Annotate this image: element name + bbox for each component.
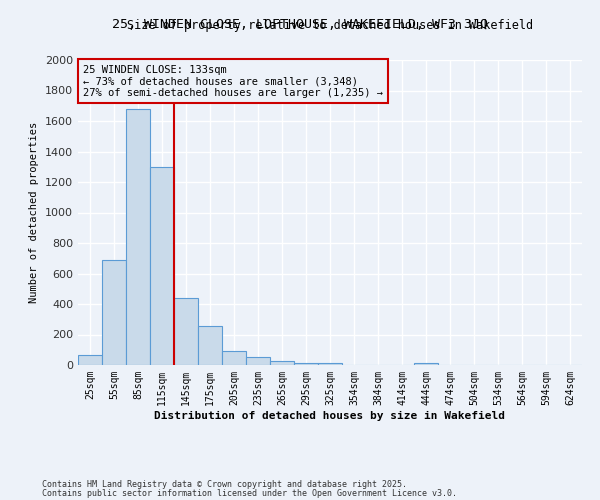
Bar — [414, 364, 438, 365]
Bar — [174, 298, 198, 365]
Text: Contains HM Land Registry data © Crown copyright and database right 2025.: Contains HM Land Registry data © Crown c… — [42, 480, 407, 489]
Bar — [246, 356, 270, 365]
Text: 25, WINDEN CLOSE, LOFTHOUSE, WAKEFIELD, WF3 3JQ: 25, WINDEN CLOSE, LOFTHOUSE, WAKEFIELD, … — [112, 18, 488, 30]
Text: Contains public sector information licensed under the Open Government Licence v3: Contains public sector information licen… — [42, 488, 457, 498]
Bar — [102, 260, 126, 365]
Bar — [126, 109, 150, 365]
Bar — [198, 326, 222, 365]
Bar — [270, 361, 294, 365]
Bar — [294, 362, 318, 365]
X-axis label: Distribution of detached houses by size in Wakefield: Distribution of detached houses by size … — [155, 410, 505, 420]
Bar — [150, 167, 174, 365]
Bar — [318, 362, 342, 365]
Title: Size of property relative to detached houses in Wakefield: Size of property relative to detached ho… — [127, 20, 533, 32]
Y-axis label: Number of detached properties: Number of detached properties — [29, 122, 40, 303]
Text: 25 WINDEN CLOSE: 133sqm
← 73% of detached houses are smaller (3,348)
27% of semi: 25 WINDEN CLOSE: 133sqm ← 73% of detache… — [83, 64, 383, 98]
Bar — [78, 355, 102, 365]
Bar — [222, 352, 246, 365]
